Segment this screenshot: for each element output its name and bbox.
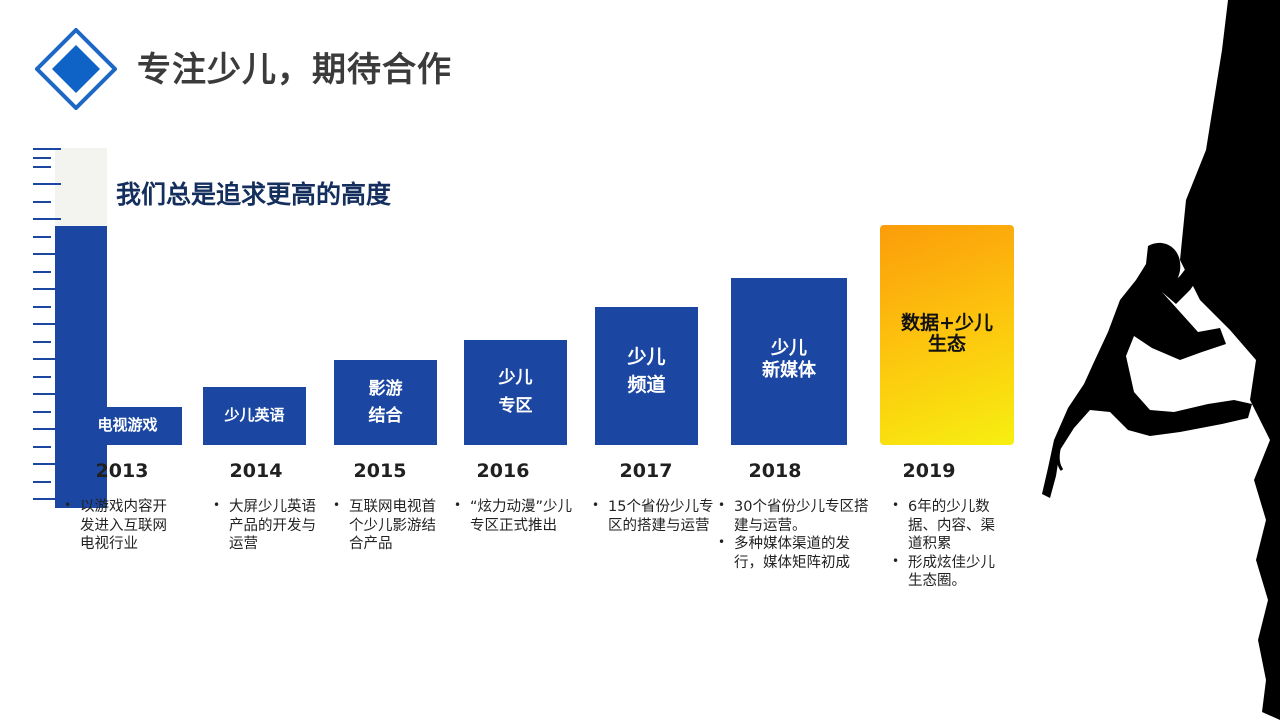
bar-2018: 少儿 新媒体	[731, 278, 847, 445]
bullets-2014: 大屏少儿英语产品的开发与运营	[213, 498, 321, 554]
bullet-item: 多种媒体渠道的发行，媒体矩阵初成	[718, 535, 878, 572]
bullets-2018: 30个省份少儿专区搭建与运营。 多种媒体渠道的发行，媒体矩阵初成	[718, 498, 878, 572]
bullets-2017: 15个省份少儿专区的搭建与运营	[592, 498, 714, 535]
bar-2015: 影游 结合	[334, 360, 437, 445]
year-2013: 2013	[95, 460, 149, 482]
year-2016: 2016	[476, 460, 530, 482]
bar-2014: 少儿英语	[203, 387, 306, 445]
bar-2017: 少儿 频道	[595, 307, 698, 445]
page-title: 专注少儿，期待合作	[137, 50, 452, 90]
bar-label-2015: 影游 结合	[368, 379, 403, 426]
bullets-2013: 以游戏内容开发进入互联网电视行业	[64, 498, 172, 554]
bullet-item: 以游戏内容开发进入互联网电视行业	[64, 498, 172, 554]
ruler-fill	[55, 226, 107, 508]
bar-label-2016: 少儿 专区	[498, 368, 533, 416]
bullet-item: 大屏少儿英语产品的开发与运营	[213, 498, 321, 554]
bullet-item: 互联网电视首个少儿影游结合产品	[333, 498, 441, 554]
section-subtitle: 我们总是追求更高的高度	[116, 180, 392, 209]
bar-label-2014: 少儿英语	[224, 406, 285, 425]
bar-label-2019: 数据+少儿 生态	[901, 312, 993, 356]
rock-climber-silhouette	[1042, 0, 1280, 720]
bullet-item: 30个省份少儿专区搭建与运营。	[718, 498, 878, 535]
bar-2013: 电视游戏	[59, 407, 182, 445]
bullets-2015: 互联网电视首个少儿影游结合产品	[333, 498, 441, 554]
year-2017: 2017	[619, 460, 673, 482]
year-2018: 2018	[748, 460, 802, 482]
bar-2019: 数据+少儿 生态	[880, 225, 1014, 445]
year-2015: 2015	[353, 460, 407, 482]
bullets-2016: “炫力动漫”少儿专区正式推出	[454, 498, 576, 535]
diamond-logo-icon	[35, 28, 117, 110]
bullets-2019: 6年的少儿数据、内容、渠道积累 形成炫佳少儿生态圈。	[892, 498, 1004, 591]
bar-2016: 少儿 专区	[464, 340, 567, 445]
bullet-item: 6年的少儿数据、内容、渠道积累	[892, 498, 1004, 554]
bullet-item: 15个省份少儿专区的搭建与运营	[592, 498, 714, 535]
bar-label-2013: 电视游戏	[97, 416, 158, 435]
ruler-background	[55, 148, 107, 226]
bar-label-2017: 少儿 频道	[627, 345, 666, 397]
bar-label-2018: 少儿 新媒体	[762, 338, 816, 381]
bullet-item: 形成炫佳少儿生态圈。	[892, 554, 1004, 591]
bullet-item: “炫力动漫”少儿专区正式推出	[454, 498, 576, 535]
year-2014: 2014	[229, 460, 283, 482]
year-2019: 2019	[902, 460, 956, 482]
height-ruler	[33, 148, 107, 508]
